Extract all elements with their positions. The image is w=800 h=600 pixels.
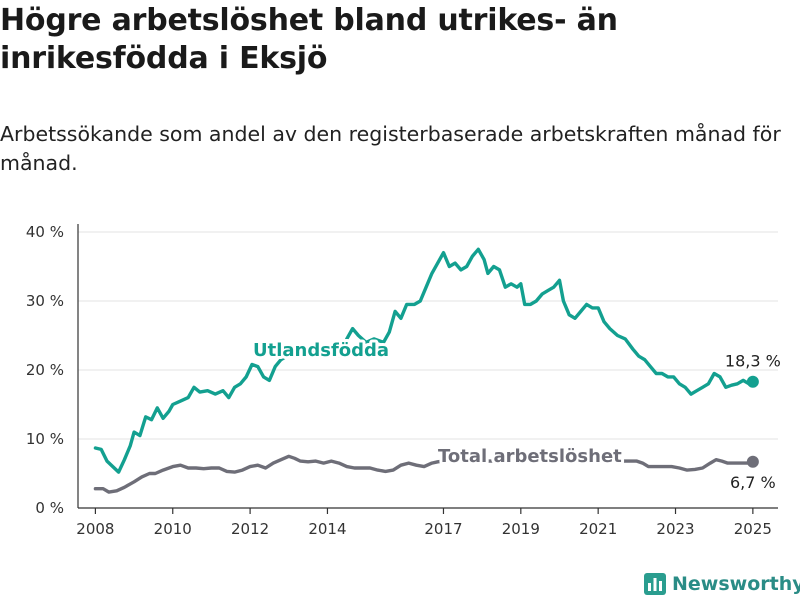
series-end-dot — [746, 455, 759, 468]
series-label-total: Total arbetslöshet — [438, 446, 622, 467]
x-tick-label: 2025 — [734, 520, 772, 538]
x-axis-ticks: 2008 2010 2012 2014 2017 2019 2021 2023 2025 — [76, 508, 772, 538]
series-line-utlandsfodda — [93, 247, 755, 474]
x-tick-label: 2012 — [231, 520, 269, 538]
y-tick-label: 0 % — [35, 499, 64, 517]
x-tick-label: 2019 — [502, 520, 540, 538]
bar-chart-logo-icon — [644, 573, 666, 595]
chart-title: Högre arbetslöshet bland utrikes- än inr… — [0, 3, 618, 76]
chart-subtitle: Arbetssökande som andel av den registerb… — [0, 122, 781, 175]
series-end-dot — [746, 375, 759, 388]
series-label-utlandsfodda: Utlandsfödda — [253, 340, 389, 361]
x-tick-label: 2008 — [76, 520, 114, 538]
end-label-utlandsfodda: 18,3 % — [725, 352, 781, 371]
brand-name: Newsworthy — [672, 573, 800, 595]
x-tick-label: 2021 — [579, 520, 617, 538]
y-tick-label: 10 % — [26, 430, 64, 448]
x-tick-label: 2017 — [424, 520, 462, 538]
y-tick-label: 30 % — [26, 292, 64, 310]
x-tick-label: 2014 — [308, 520, 346, 538]
y-axis-ticks: 0 % 10 % 20 % 30 % 40 % — [26, 223, 64, 517]
x-tick-label: 2023 — [656, 520, 694, 538]
y-tick-label: 20 % — [26, 361, 64, 379]
end-label-total: 6,7 % — [730, 473, 776, 492]
brand-logo: Newsworthy — [644, 569, 800, 599]
series-layer — [93, 247, 759, 494]
series-line-total — [93, 454, 755, 494]
series-labels: Utlandsfödda Total arbetslöshet 18,3 % 6,7 … — [250, 337, 781, 492]
axes — [77, 224, 778, 509]
y-tick-label: 40 % — [26, 223, 64, 241]
x-tick-label: 2010 — [154, 520, 192, 538]
grid-lines — [78, 231, 778, 440]
